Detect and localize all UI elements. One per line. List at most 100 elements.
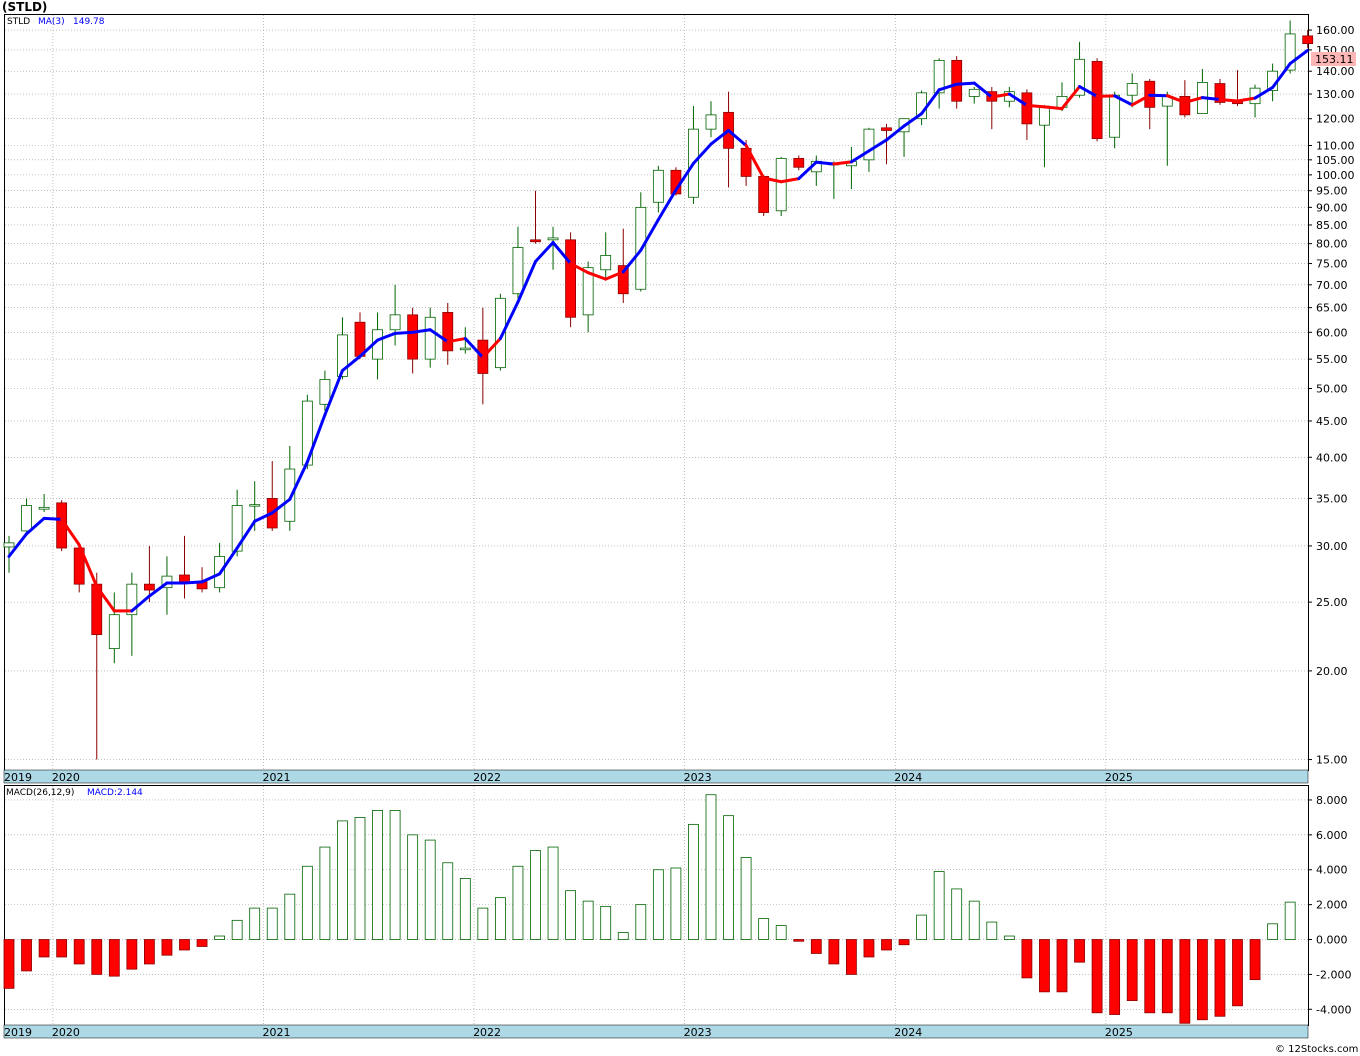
ma-segment xyxy=(1130,93,1152,107)
macd-bar xyxy=(143,939,155,965)
macd-tick-label: 4.000 xyxy=(1316,864,1348,877)
macd-bar xyxy=(547,846,559,940)
ma-segment xyxy=(288,460,309,501)
ma-segment xyxy=(305,413,327,464)
macd-year-label: 2023 xyxy=(684,1026,712,1039)
macd-bar xyxy=(565,890,576,940)
price-tick-label: 35.00 xyxy=(1316,492,1348,505)
candle xyxy=(1126,73,1138,108)
ma-segment xyxy=(972,81,994,99)
candle xyxy=(1091,58,1103,142)
macd-bar xyxy=(91,939,103,975)
ma-segment xyxy=(376,331,397,342)
price-tick-label: 95.00 xyxy=(1316,185,1348,198)
symbol-label: STLD xyxy=(7,17,30,27)
candle-body xyxy=(1021,92,1033,125)
price-tick-label: 105.00 xyxy=(1316,154,1355,167)
macd-histogram xyxy=(3,794,1296,1024)
candle xyxy=(1214,78,1226,105)
macd-year-label: 2025 xyxy=(1105,1026,1133,1039)
candle-body xyxy=(1074,58,1085,96)
candle-body xyxy=(652,169,664,203)
ma-segment xyxy=(639,218,660,252)
macd-year-label: 2024 xyxy=(894,1026,922,1039)
macd-bar xyxy=(705,794,717,940)
macd-bar xyxy=(723,815,734,940)
candle-body xyxy=(1179,96,1191,116)
ma-segment xyxy=(200,572,222,584)
ma-segment xyxy=(323,369,344,417)
candle xyxy=(705,101,717,138)
price-panel: 15.00 20.00 25.00 30.00 35.00 40.00 45.00 50.00… xyxy=(2,0,1356,784)
macd-bar xyxy=(459,878,471,940)
ma-segment xyxy=(218,546,239,576)
candle-body xyxy=(143,583,155,591)
macd-panel: -4.000 -2.000 0.000 2.000 4.000 6.000 8.000 20… xyxy=(3,785,1351,1039)
macd-bar xyxy=(670,867,682,940)
ma-value: 149.78 xyxy=(73,17,105,27)
macd-bar xyxy=(284,893,296,940)
macd-bar xyxy=(161,939,173,956)
price-tick-label: 120.00 xyxy=(1316,113,1355,126)
candle-body xyxy=(389,314,401,331)
macd-bar xyxy=(73,939,85,965)
price-y-axis: 15.00 20.00 25.00 30.00 35.00 40.00 45.00 50.00… xyxy=(1308,24,1355,767)
macd-bar xyxy=(1109,939,1121,1015)
macd-bar xyxy=(1021,939,1033,979)
macd-bar xyxy=(1056,939,1068,993)
candle xyxy=(600,232,612,279)
ma-segment xyxy=(393,330,415,335)
candle xyxy=(1021,89,1033,140)
candle-body xyxy=(547,237,559,241)
candle xyxy=(91,572,103,760)
candle xyxy=(407,307,419,374)
macd-bar xyxy=(1232,939,1243,1007)
price-tick-label: 55.00 xyxy=(1316,353,1348,366)
candle-body xyxy=(1126,83,1138,96)
ma-segment xyxy=(358,338,380,358)
ma-segment xyxy=(1042,105,1064,111)
macd-bar xyxy=(1003,935,1015,940)
ma-segment xyxy=(586,271,608,281)
price-tick-label: 85.00 xyxy=(1316,219,1348,232)
ma-segment xyxy=(779,177,801,184)
candle-body xyxy=(3,542,15,548)
macd-bar xyxy=(600,905,612,940)
ma-segment xyxy=(744,144,766,180)
macd-bar xyxy=(1091,939,1103,1014)
candle xyxy=(284,445,296,531)
macd-bar xyxy=(1161,939,1173,1014)
candle-body xyxy=(231,505,243,552)
macd-bar xyxy=(424,839,436,940)
candle xyxy=(617,228,629,303)
macd-bar xyxy=(196,939,208,947)
ma-segment xyxy=(920,88,941,116)
candle xyxy=(933,58,945,109)
macd-bar xyxy=(1039,939,1050,993)
chart-title: (STLD) xyxy=(2,0,47,14)
price-tick-label: 40.00 xyxy=(1316,451,1348,464)
ma-segment xyxy=(1200,96,1222,102)
candle xyxy=(494,293,506,371)
macd-bar xyxy=(968,900,980,940)
candle xyxy=(565,232,576,328)
macd-bar xyxy=(635,904,647,940)
macd-bar xyxy=(810,939,822,954)
price-tick-label: 90.00 xyxy=(1316,201,1348,214)
macd-x-axis-band xyxy=(3,1024,1309,1039)
candle xyxy=(231,489,243,557)
price-tick-label: 65.00 xyxy=(1316,302,1348,315)
candle-body xyxy=(565,239,576,318)
candle-body xyxy=(582,267,594,316)
ma-segment xyxy=(411,328,432,334)
ma-segment xyxy=(463,337,485,359)
macd-bar xyxy=(881,939,892,951)
year-label: 2022 xyxy=(473,771,501,784)
candle-body xyxy=(459,347,471,351)
price-tick-label: 30.00 xyxy=(1316,540,1348,553)
moving-average-line xyxy=(7,48,1310,613)
ma-segment xyxy=(428,328,450,344)
year-label: 2020 xyxy=(52,771,80,784)
last-price-label: 153.11 xyxy=(1315,53,1354,66)
candle-body xyxy=(1302,35,1314,45)
